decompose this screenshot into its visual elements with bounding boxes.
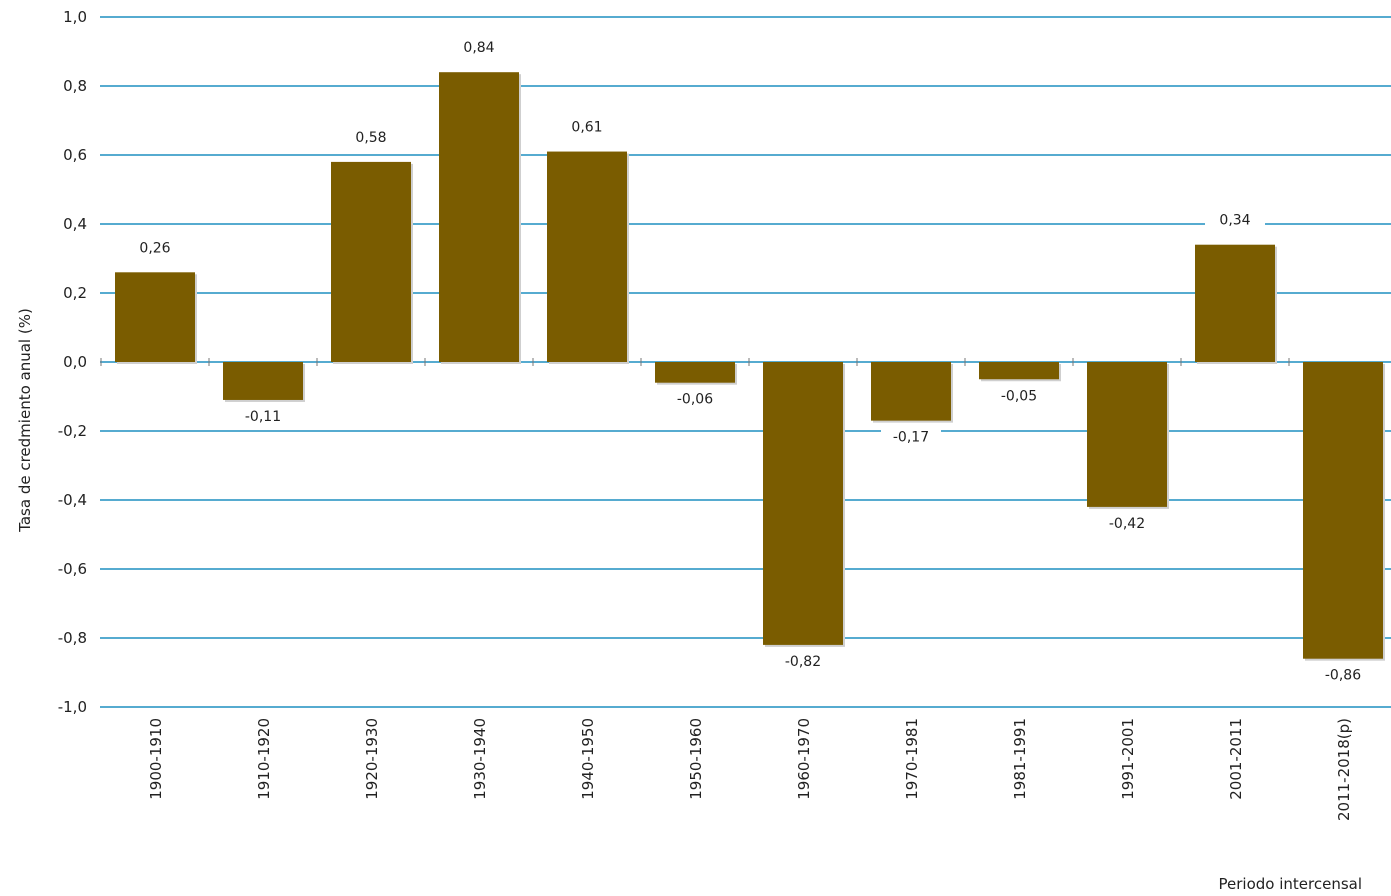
bar [1195,244,1275,362]
data-label: -0,17 [893,430,929,446]
data-label-background [989,385,1049,407]
category-label: 1900-1910 [147,718,165,800]
category-label: 1991-2001 [1119,718,1137,800]
data-label: 0,61 [571,120,602,136]
data-label-background [773,650,833,672]
bars [115,72,1385,661]
bar [655,362,735,383]
category-label: 1940-1950 [579,718,597,800]
y-tick-label: -0,2 [58,422,87,440]
data-label: 0,84 [463,40,494,56]
bar [1303,362,1383,659]
data-label-background [881,426,941,448]
data-label: 0,34 [1219,213,1250,229]
data-label: -0,11 [245,409,281,425]
category-label: 2011-2018(p) [1335,718,1353,821]
data-label-background [665,388,725,410]
y-tick-label: -1,0 [58,698,87,716]
data-label-background [1205,209,1265,231]
category-label: 1910-1920 [255,718,273,800]
bar [979,362,1059,380]
bar [1087,362,1167,507]
y-tick-label: -0,6 [58,560,87,578]
data-label-background [1313,664,1373,686]
bar [439,72,519,362]
data-label-background [125,237,185,259]
data-label: -0,06 [677,392,713,408]
data-label: -0,82 [785,654,821,670]
y-axis-ticks: 1,0 0,8 0,6 0,4 0,2 0,0 -0,2 -0,4 -0,6 -0,8 -1,0 [58,8,87,716]
data-label-background [1097,512,1157,534]
bar [223,362,303,400]
y-axis-title: Tasa de credmiento anual (%) [16,308,34,533]
category-label: 1960-1970 [795,718,813,800]
x-axis-title: Periodo intercensal [1219,875,1363,893]
y-tick-label: 1,0 [63,8,87,26]
category-label: 1930-1940 [471,718,489,800]
data-label: 0,58 [355,130,386,146]
data-label-background [449,37,509,59]
data-label-background [341,126,401,148]
category-label: 1970-1981 [903,718,921,800]
y-tick-label: 0,8 [63,77,87,95]
category-label: 1920-1930 [363,718,381,800]
bar [331,161,411,362]
y-tick-label: -0,8 [58,629,87,647]
y-tick-label: 0,0 [63,353,87,371]
data-label: -0,86 [1325,668,1361,684]
data-label-background [557,116,617,138]
bar [763,362,843,645]
bar [871,362,951,421]
gridlines [100,16,1391,708]
category-label: 1950-1960 [687,718,705,800]
data-label: -0,05 [1001,388,1037,404]
bar [115,272,195,362]
data-label: 0,26 [139,240,170,256]
category-label: 2001-2011 [1227,718,1245,800]
bar [547,151,627,362]
x-axis-ticks: 1900-1910 1910-1920 1920-1930 1930-1940 1940… [100,358,1353,821]
data-labels: 0,26 -0,11 0,58 0,84 0,61 -0,06 -0,82 -0,17 -0,0… [125,37,1373,686]
data-label-background [233,405,293,427]
y-tick-label: 0,4 [63,215,87,233]
y-tick-label: 0,2 [63,284,87,302]
y-tick-label: 0,6 [63,146,87,164]
y-tick-label: -0,4 [58,491,87,509]
category-label: 1981-1991 [1011,718,1029,800]
data-label: -0,42 [1109,516,1145,532]
